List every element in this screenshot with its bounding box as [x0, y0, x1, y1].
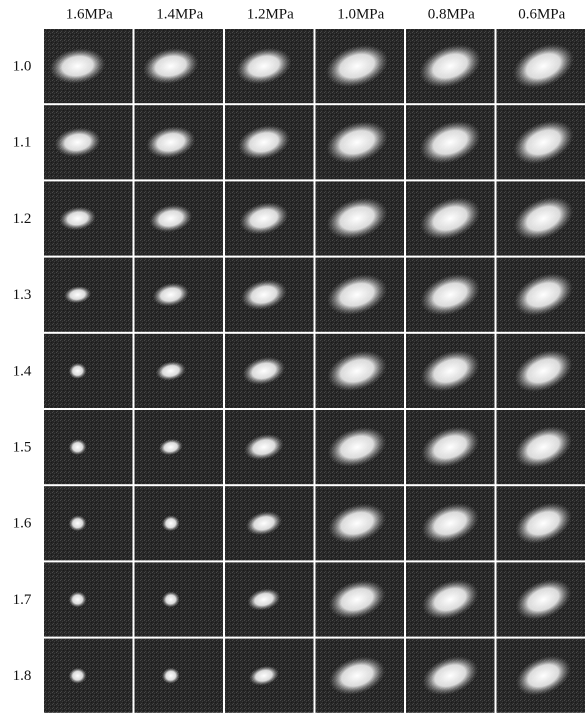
image-cell	[44, 562, 133, 636]
row-label: 1.5	[13, 440, 32, 456]
column-header: 1.4MPa	[156, 6, 203, 22]
row-label: 1.2	[13, 211, 32, 227]
row-label: 1.6	[13, 516, 32, 532]
column-header: 1.6MPa	[66, 6, 113, 22]
row-label: 1.4	[13, 363, 32, 379]
image-cell	[44, 486, 133, 560]
row-label: 1.3	[13, 287, 32, 303]
row-label: 1.1	[13, 135, 32, 151]
row-label: 1.8	[13, 668, 32, 684]
image-cell	[44, 410, 133, 484]
column-header: 1.2MPa	[247, 6, 294, 22]
image-cell	[44, 334, 133, 408]
image-cell	[44, 639, 133, 713]
row-label: 1.7	[13, 592, 32, 608]
column-header: 1.0MPa	[337, 6, 384, 22]
column-header: 0.8MPa	[428, 6, 475, 22]
figure: 1.6MPa 1.4MPa 1.2MPa 1.0MPa 0.8MPa 0.6MPa 1.0 1…	[0, 0, 587, 715]
row-label: 1.0	[13, 59, 32, 75]
column-header: 0.6MPa	[518, 6, 565, 22]
